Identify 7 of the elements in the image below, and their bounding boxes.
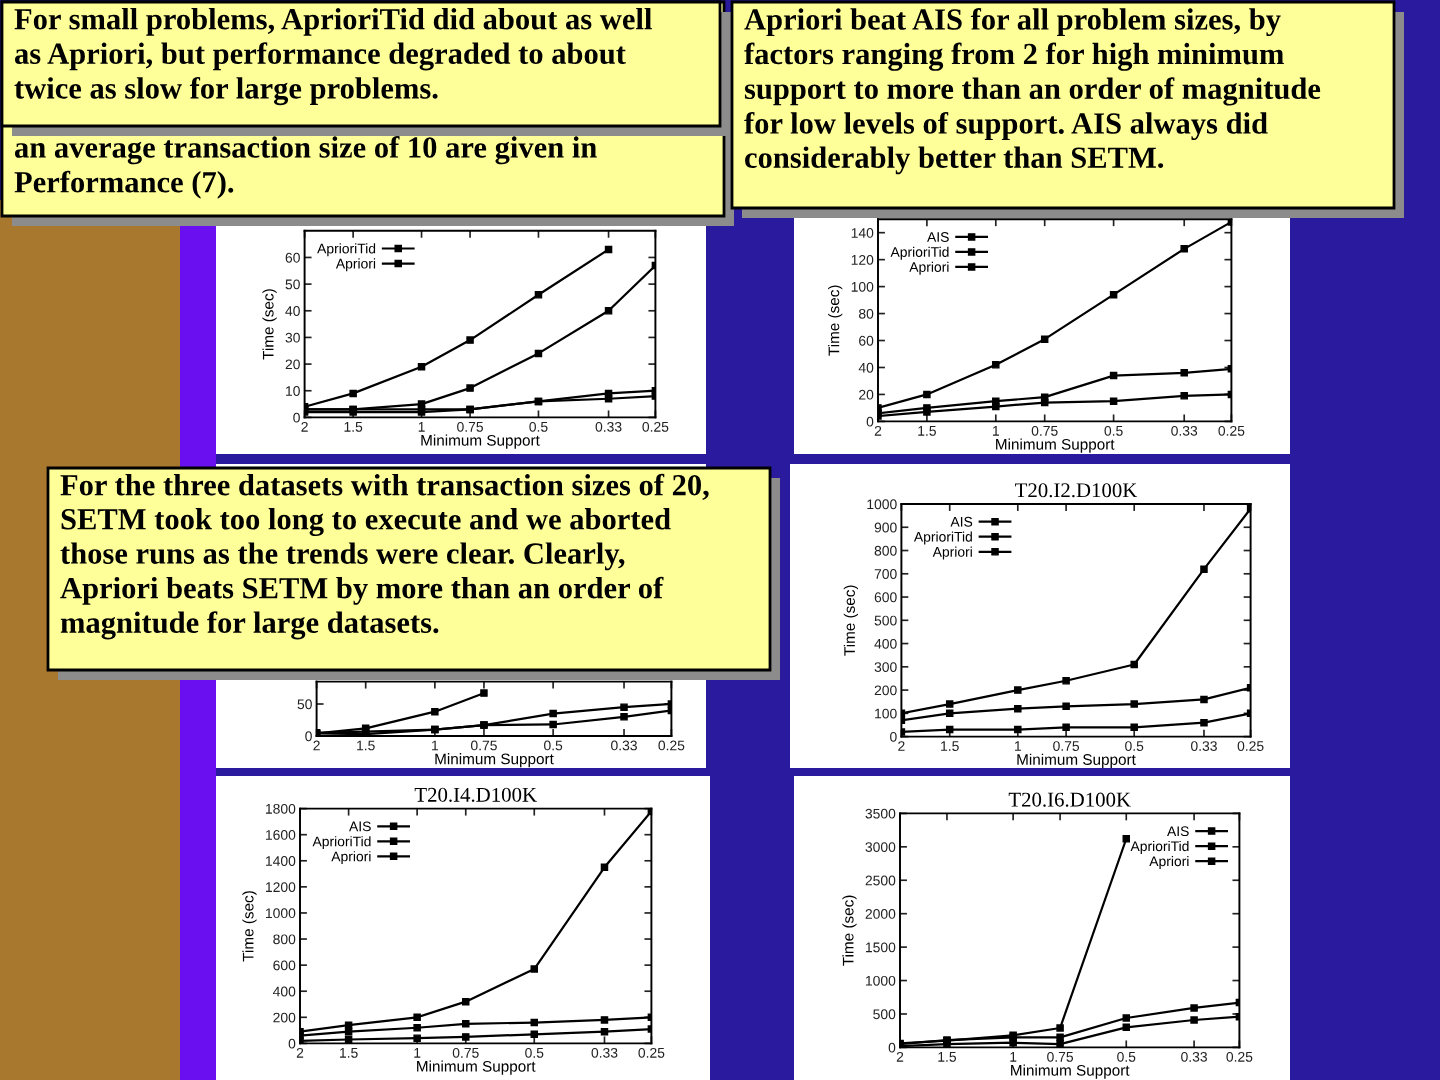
chart-title: T20.I2.D100K (1015, 483, 1138, 498)
text: For the three datasets with transaction sizes of 20, SETM took too long to execute and we aborted those runs as the trends were clear. Clearly, Apriori beats SETM by more than an order of magnitude for large datasets. (60, 473, 709, 640)
chart-title: T20.I6.D100K (1008, 792, 1131, 807)
text: For small problems, AprioriTid did about as well as Apriori, but performance degraded to about twice as slow for large problems. (14, 8, 652, 106)
text: Apriori beat AIS for all problem sizes, by factors ranging from 2 for high minimum support to more than an order of magnitude for low levels of support. AIS always did considerably better than SETM. (744, 8, 1321, 175)
chart-title: T20.I4.D100K (414, 787, 537, 802)
text: an average transaction size of 10 are given in Performance (7). (14, 136, 597, 199)
